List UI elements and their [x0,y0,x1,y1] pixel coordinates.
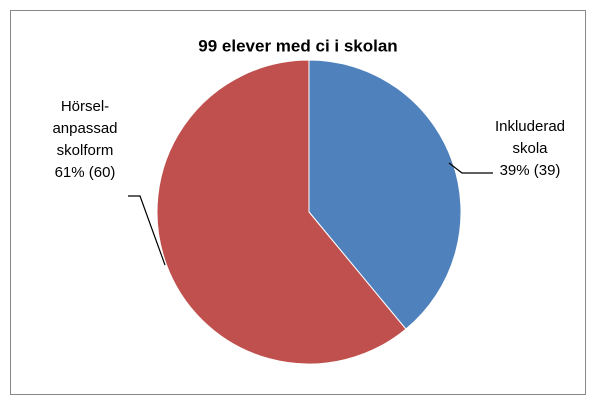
chart-title: 99 elever med ci i skolan [198,36,397,55]
leader-line [448,162,493,174]
value-label: 39% (39) [499,162,561,179]
pie-slice [308,59,462,330]
category-label: Inkluderad skola [494,118,566,157]
leader-line [128,195,166,266]
pie-slice [156,59,407,365]
value-label: 61% (60) [54,164,116,181]
category-label: Hörsel-anpassad skolform [52,98,118,159]
slice-label: Hörsel-anpassad skolform 61% (60) [40,96,130,184]
pie [156,59,462,365]
slice-label: Inkluderad skola 39% (39) [480,116,580,182]
